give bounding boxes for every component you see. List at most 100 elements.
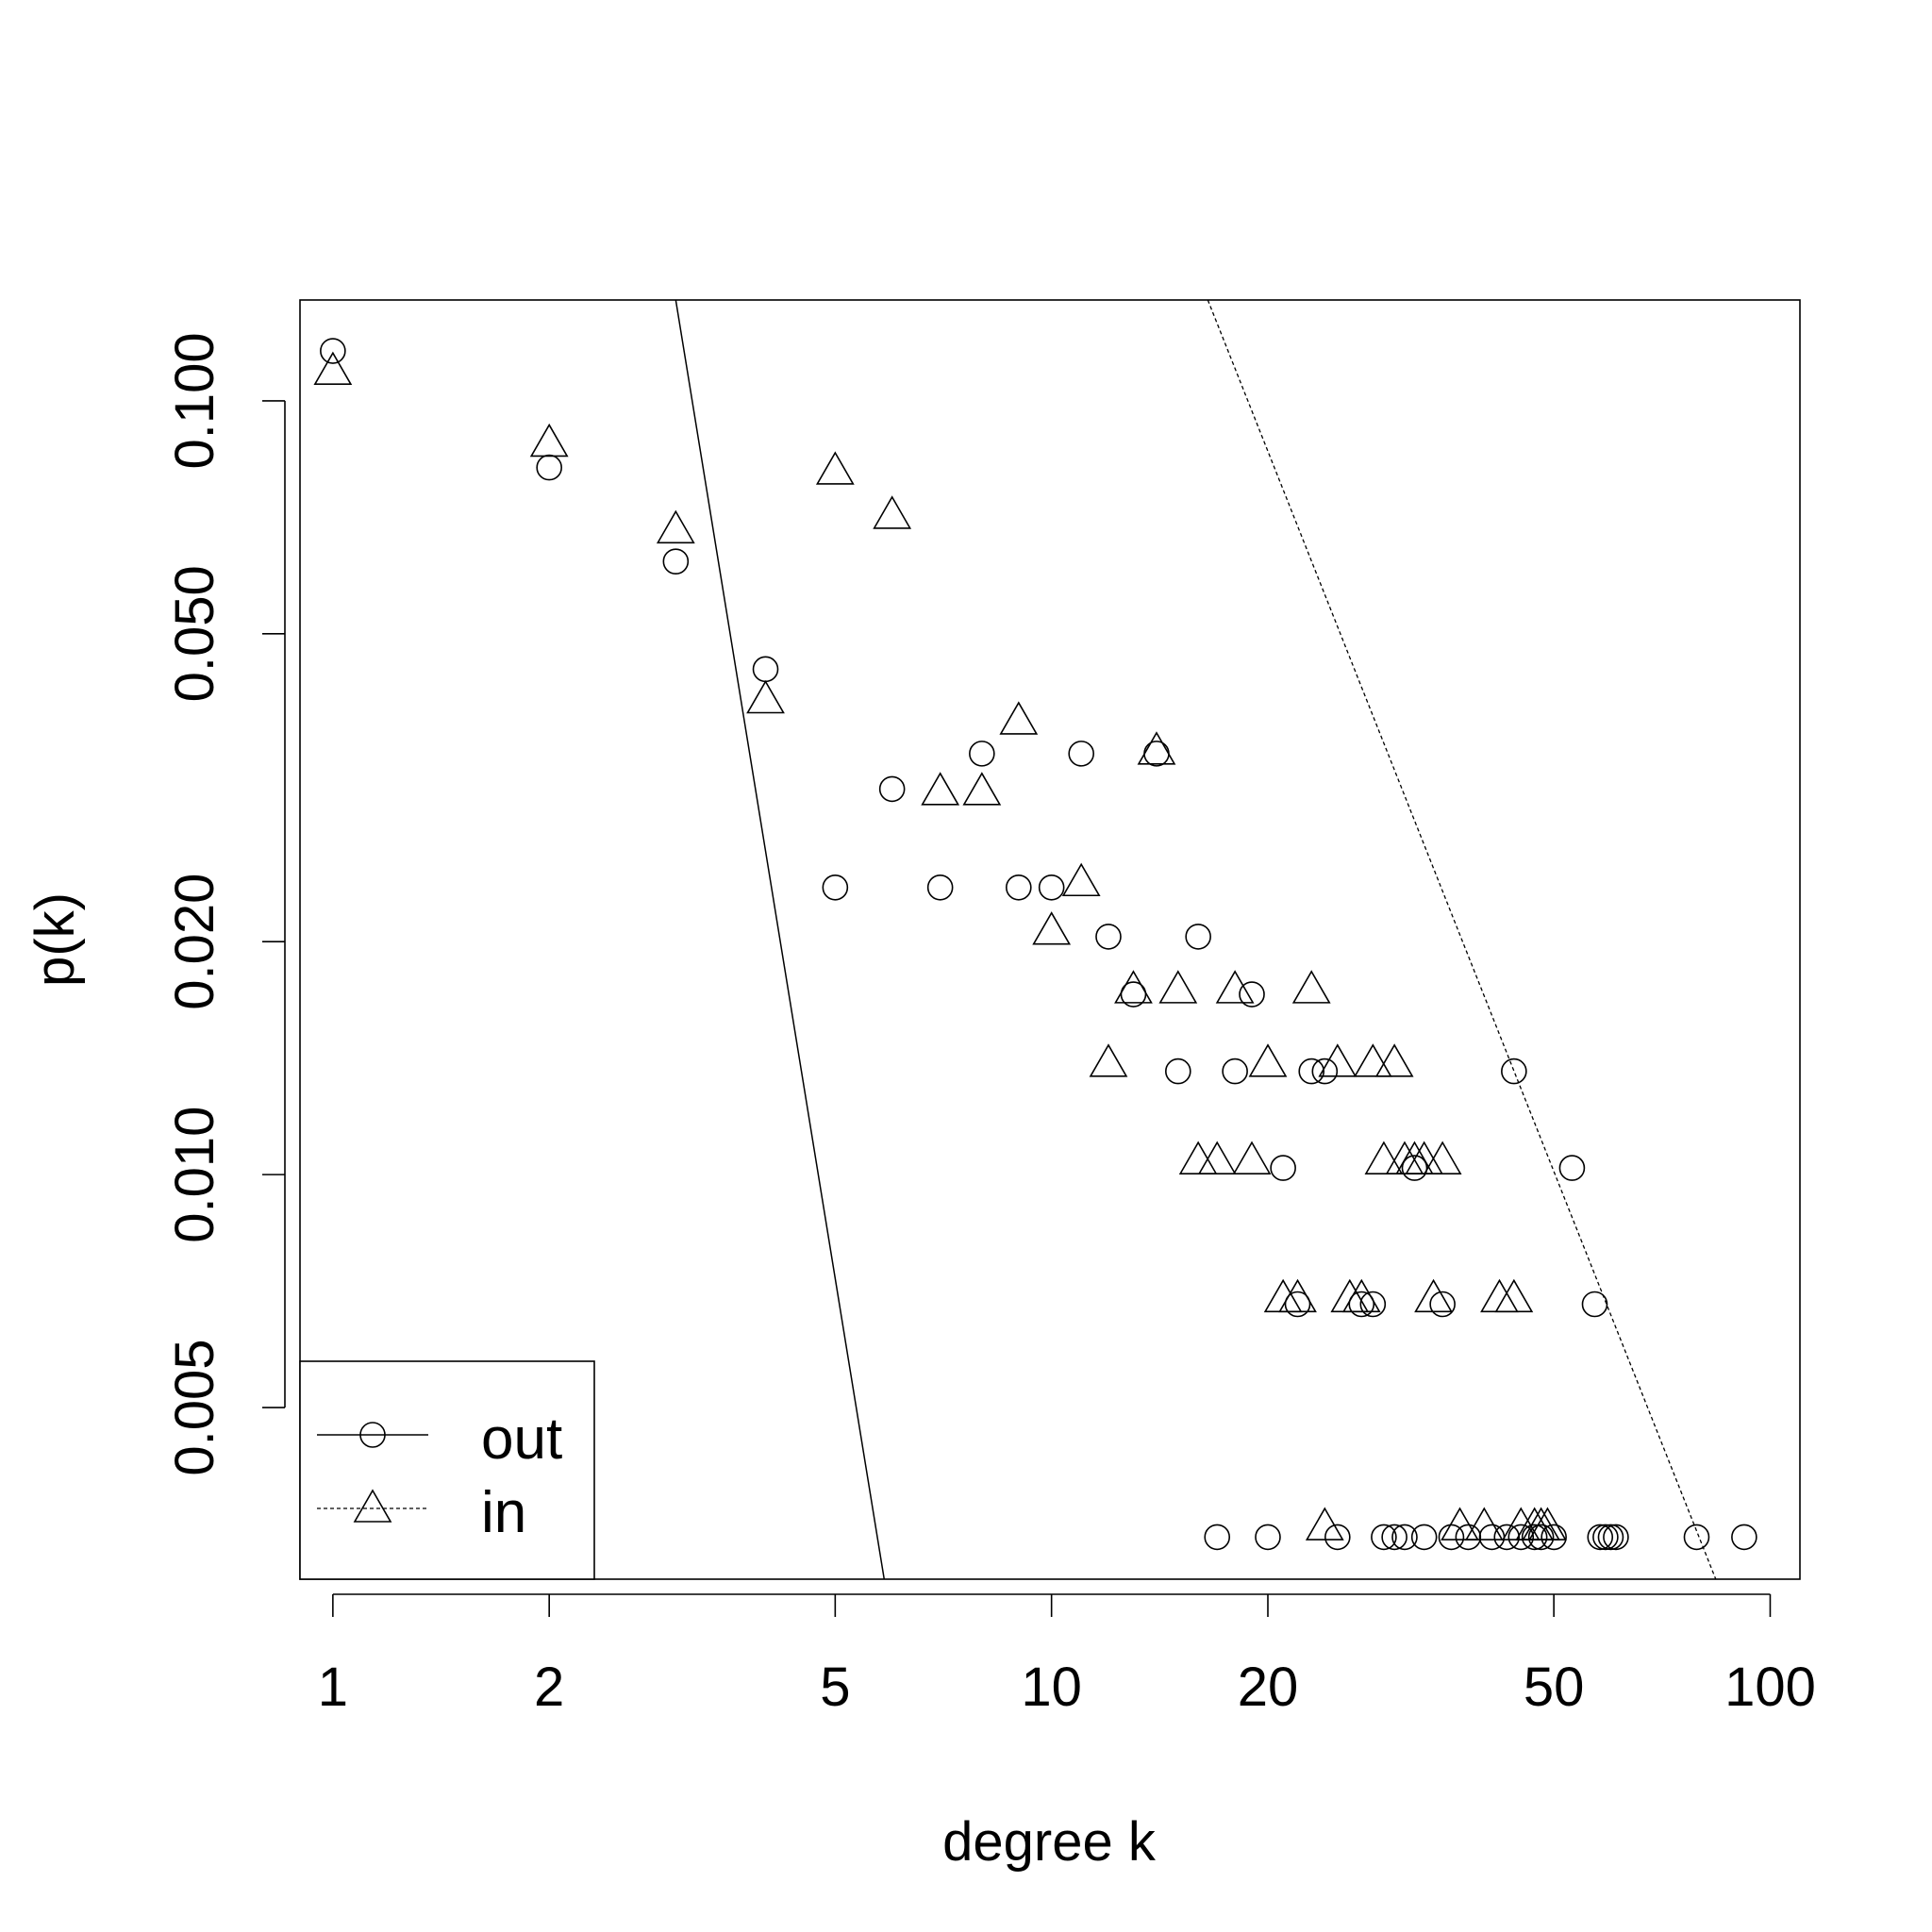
point-out bbox=[1603, 1524, 1629, 1551]
point-out bbox=[1683, 1524, 1710, 1551]
point-in bbox=[1364, 1141, 1404, 1174]
point-out bbox=[926, 874, 954, 901]
y-axis: 0.005 0.010 0.020 0.050 0.100 bbox=[164, 332, 286, 1476]
point-out bbox=[1381, 1524, 1407, 1551]
point-out bbox=[1587, 1524, 1614, 1551]
point-out bbox=[1095, 924, 1122, 950]
point-in bbox=[1278, 1278, 1317, 1313]
point-out bbox=[1597, 1524, 1624, 1551]
point-in bbox=[313, 351, 353, 386]
fit-line-in bbox=[1207, 299, 1717, 1580]
plot-frame bbox=[299, 299, 1801, 1580]
point-in bbox=[529, 423, 569, 458]
point-out bbox=[1284, 1291, 1311, 1318]
point-in bbox=[656, 509, 695, 544]
point-out bbox=[1493, 1524, 1521, 1551]
point-in bbox=[873, 495, 912, 529]
point-out bbox=[1410, 1524, 1438, 1551]
point-in bbox=[1464, 1507, 1504, 1541]
point-out bbox=[752, 656, 779, 683]
point-out bbox=[1222, 1058, 1248, 1085]
x-tick-label: 100 bbox=[1724, 1657, 1816, 1718]
x-tick-label: 1 bbox=[318, 1657, 348, 1718]
point-in bbox=[1423, 1141, 1462, 1174]
point-out bbox=[1429, 1291, 1456, 1318]
point-out bbox=[1731, 1524, 1757, 1551]
point-in bbox=[962, 772, 1002, 806]
point-out bbox=[1359, 1291, 1387, 1318]
legend: out in bbox=[299, 1360, 595, 1580]
legend-in-label: in bbox=[481, 1480, 526, 1545]
x-tick-label: 20 bbox=[1238, 1657, 1299, 1718]
y-tick-label: 0.010 bbox=[164, 1107, 225, 1243]
point-in bbox=[815, 451, 855, 485]
y-tick-label: 0.050 bbox=[164, 565, 225, 702]
point-in bbox=[1114, 970, 1153, 1004]
point-in bbox=[1061, 862, 1101, 897]
point-out bbox=[1507, 1524, 1535, 1551]
point-in bbox=[1197, 1141, 1237, 1174]
point-in bbox=[1137, 731, 1176, 765]
point-out bbox=[1270, 1155, 1296, 1181]
point-in bbox=[999, 701, 1039, 735]
point-out bbox=[1298, 1058, 1325, 1085]
point-out bbox=[1239, 981, 1265, 1008]
point-out bbox=[1038, 874, 1065, 901]
point-in bbox=[1494, 1278, 1534, 1313]
point-out bbox=[1165, 1058, 1191, 1085]
series-in-points bbox=[313, 351, 1567, 1541]
point-in bbox=[746, 679, 785, 714]
x-tick-label: 50 bbox=[1524, 1657, 1585, 1718]
point-out bbox=[1143, 741, 1170, 767]
x-axis: 1 2 5 10 20 50 100 bbox=[318, 1593, 1816, 1718]
point-in bbox=[1353, 1043, 1392, 1077]
legend-in-marker bbox=[353, 1489, 392, 1523]
legend-out-label: out bbox=[481, 1407, 562, 1472]
point-out bbox=[1401, 1155, 1428, 1181]
point-in bbox=[1441, 1507, 1479, 1541]
point-out bbox=[1255, 1524, 1281, 1551]
point-out bbox=[1581, 1291, 1608, 1318]
point-out bbox=[1541, 1524, 1567, 1551]
x-tick-label: 2 bbox=[534, 1657, 564, 1718]
point-out bbox=[320, 338, 346, 364]
point-out bbox=[1527, 1524, 1555, 1551]
point-out bbox=[1324, 1524, 1351, 1551]
point-out bbox=[1558, 1155, 1586, 1181]
point-out bbox=[1521, 1524, 1548, 1551]
point-out bbox=[1068, 741, 1094, 767]
point-in bbox=[1374, 1043, 1414, 1077]
point-out bbox=[1204, 1524, 1231, 1551]
point-out bbox=[1592, 1524, 1619, 1551]
x-tick-label: 5 bbox=[820, 1657, 850, 1718]
x-tick-label: 10 bbox=[1021, 1657, 1082, 1718]
point-out bbox=[1455, 1524, 1482, 1551]
point-in bbox=[1248, 1043, 1288, 1077]
point-in bbox=[1414, 1278, 1453, 1313]
point-out bbox=[1311, 1058, 1339, 1085]
point-in bbox=[1318, 1043, 1357, 1077]
point-out bbox=[969, 741, 995, 767]
point-in bbox=[1089, 1043, 1128, 1077]
point-out bbox=[1348, 1291, 1375, 1318]
point-out bbox=[822, 874, 849, 901]
point-in bbox=[1158, 970, 1198, 1004]
point-in bbox=[1215, 970, 1255, 1004]
point-out bbox=[1501, 1058, 1527, 1085]
point-in bbox=[1178, 1141, 1218, 1174]
point-out bbox=[878, 775, 906, 803]
point-out bbox=[1391, 1524, 1418, 1551]
y-axis-title: p(k) bbox=[25, 892, 86, 987]
point-in bbox=[1305, 1507, 1344, 1541]
fit-lines bbox=[675, 299, 1717, 1580]
point-in bbox=[921, 772, 960, 806]
point-in bbox=[1232, 1141, 1272, 1174]
y-tick-label: 0.005 bbox=[164, 1339, 225, 1475]
point-in bbox=[1528, 1507, 1567, 1541]
legend-out-marker bbox=[359, 1422, 386, 1448]
x-axis-title: degree k bbox=[942, 1811, 1157, 1873]
legend-box bbox=[299, 1360, 595, 1580]
point-out bbox=[1006, 874, 1032, 901]
fit-line-out bbox=[675, 299, 886, 1580]
